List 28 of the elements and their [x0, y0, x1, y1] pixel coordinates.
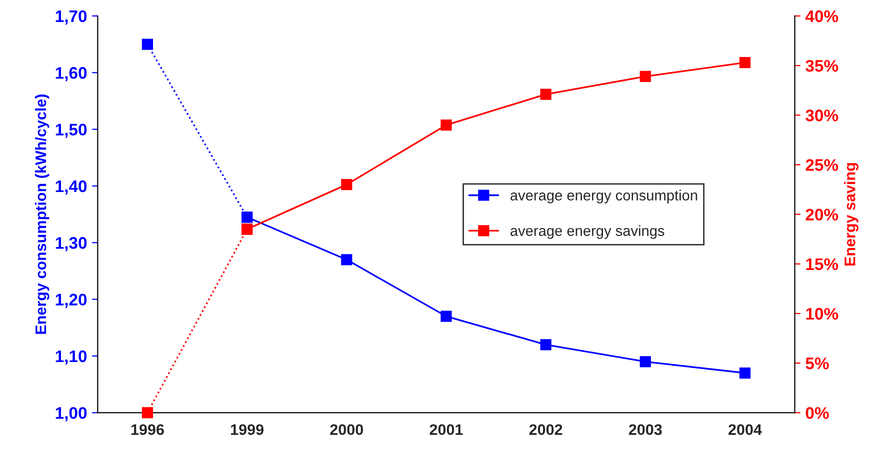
y2-tick-label: 0% — [806, 407, 829, 419]
y-tick-label: 1,00 — [56, 407, 87, 422]
legend-label: average energy consumption — [510, 190, 698, 204]
y2-tick-label: 10% — [806, 308, 838, 320]
y2-tick-label: 40% — [805, 10, 838, 22]
y2-tick-label: 20% — [806, 208, 838, 221]
x-tick-label: 2002 — [529, 424, 562, 436]
x-tick-label: 2003 — [628, 424, 662, 436]
x-tick-label: 2001 — [430, 424, 463, 436]
y2-tick-label: 5% — [806, 358, 829, 370]
x-tick-label: 2004 — [728, 424, 762, 436]
x-tick-label: 2000 — [330, 424, 364, 436]
y2-axis-title: Energy saving — [844, 163, 858, 266]
y-tick-label: 1,10 — [56, 350, 87, 365]
y2-tick-label: 15% — [806, 258, 838, 270]
x-tick-label: 1996 — [131, 424, 164, 436]
x-tick-label: 1999 — [231, 424, 264, 436]
y-tick-label: 1,60 — [56, 67, 87, 82]
y-tick-label: 1,30 — [56, 237, 87, 252]
y-tick-label: 1,20 — [56, 294, 87, 308]
y2-tick-label: 30% — [806, 110, 838, 122]
y-axis-title: Energy consumption (kWh/cycle) — [34, 94, 50, 334]
legend-label: average energy savings — [510, 225, 664, 239]
y-tick-label: 1,70 — [56, 10, 87, 25]
y2-tick-label: 35% — [806, 60, 838, 72]
y2-tick-label: 25% — [806, 159, 838, 171]
y-tick-label: 1,40 — [56, 180, 87, 195]
y-tick-label: 1,50 — [56, 124, 87, 138]
